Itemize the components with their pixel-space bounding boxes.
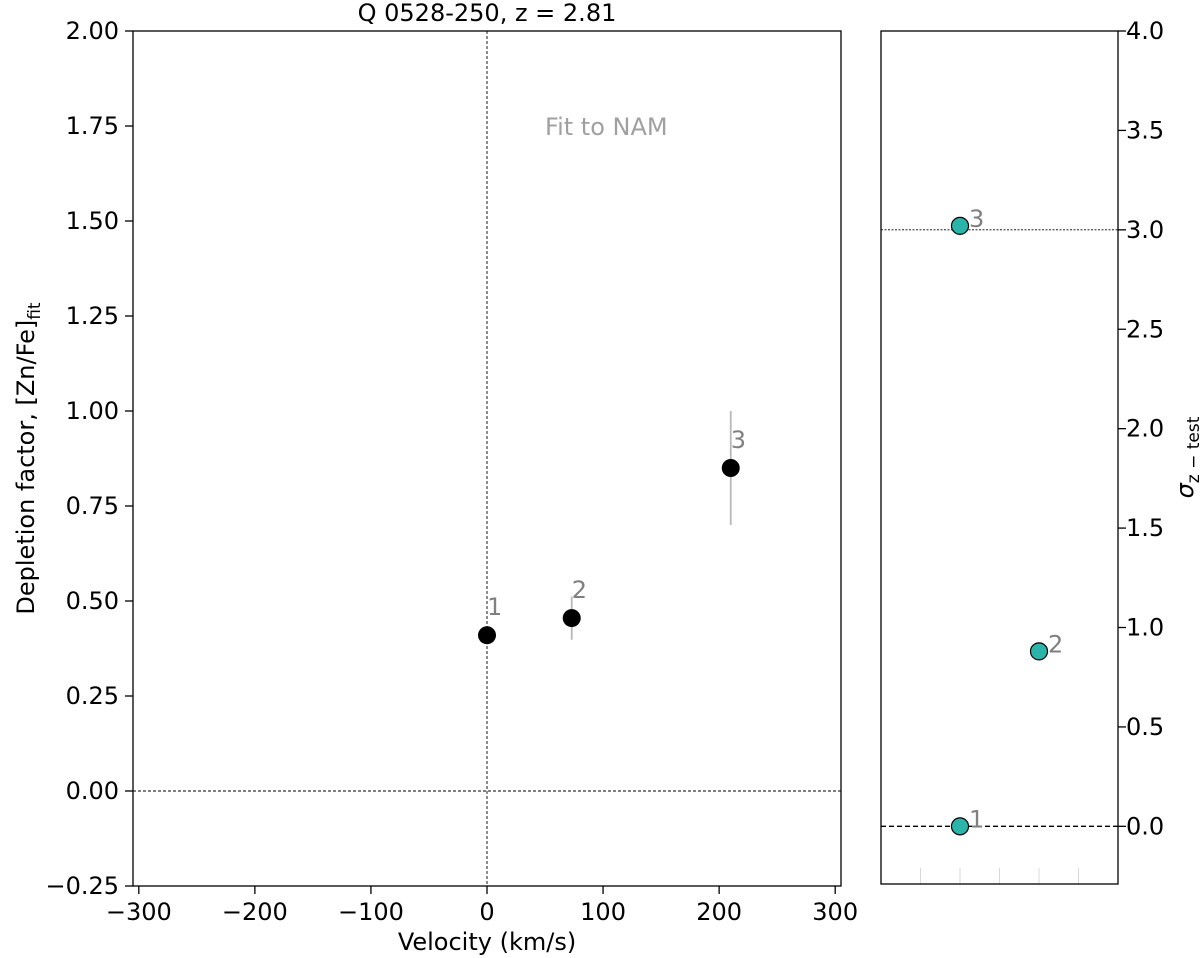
sigma-panel: 0.0 0.5 1.0 1.5 2.0 2.5 3.0 3.5 4.0 σz − test 1 2 3 [880,17,1200,885]
sigma-point [950,817,970,836]
sigma-point-label: 1 [969,805,984,833]
sigma-y-tick-label: 0.0 [1126,812,1164,840]
x-tick-label: 0 [479,898,494,926]
y-tick-label: 2.00 [66,17,119,45]
y-axis-label-subscript: fit [25,302,45,320]
x-tick-label: −200 [222,898,288,926]
sigma-y-tick-label: 0.5 [1126,713,1164,741]
y-tick-label: 0.75 [66,492,119,520]
sigma-axis-label-subscript: z − test [1184,416,1200,483]
sigma-axis-label: σz − test [1171,416,1200,498]
data-point-label: 3 [731,426,746,454]
y-axis-label: Depletion factor, [Zn/Fe]fit [12,302,45,615]
sigma-y-tick-label: 3.0 [1126,216,1164,244]
sigma-y-tick-label: 1.0 [1126,614,1164,642]
x-axis-label: Velocity (km/s) [398,928,576,956]
sigma-plot-frame [880,30,1119,885]
y-tick-label: 0.00 [66,777,119,805]
chart-title: Q 0528-250, z = 2.81 [358,0,617,27]
sigma-point-label: 2 [1048,630,1063,658]
y-tick-label: 0.25 [66,682,119,710]
data-point-label: 1 [487,593,502,621]
data-point [562,609,581,628]
sigma-y-tick-label: 3.5 [1126,116,1164,144]
data-point [478,626,496,645]
x-tick-label: 300 [812,898,858,926]
data-point-label: 2 [572,576,587,604]
y-axis-label-main: Depletion factor, [Zn/Fe] [12,320,40,615]
data-point [721,459,740,477]
sigma-point [1029,642,1049,661]
y-tick-label: 1.00 [66,397,119,425]
y-tick-label: −0.25 [45,872,119,900]
y-tick-label: 0.50 [66,587,119,615]
sigma-point-label: 3 [969,205,984,233]
y-tick-label: 1.75 [66,112,119,140]
y-tick-label: 1.25 [66,302,119,330]
sigma-y-tick-label: 2.5 [1126,315,1164,343]
fit-annotation: Fit to NAM [545,113,668,141]
x-tick-label: 200 [696,898,742,926]
sigma-point [950,216,970,235]
y-tick-label: 1.50 [66,207,119,235]
sigma-y-tick-label: 4.0 [1126,17,1164,45]
x-tick-label: −100 [338,898,404,926]
sigma-y-tick-label: 2.0 [1126,415,1164,443]
x-tick-label: 100 [580,898,626,926]
sigma-y-tick-label: 1.5 [1126,514,1164,542]
x-tick-label: −300 [106,898,172,926]
main-panel: −300 −200 −100 0 100 200 300 −0.25 0.00 0.25 0.50 0… [12,17,858,956]
sigma-axis-label-main: σ [1171,482,1199,498]
plot-area-frame [132,30,842,887]
